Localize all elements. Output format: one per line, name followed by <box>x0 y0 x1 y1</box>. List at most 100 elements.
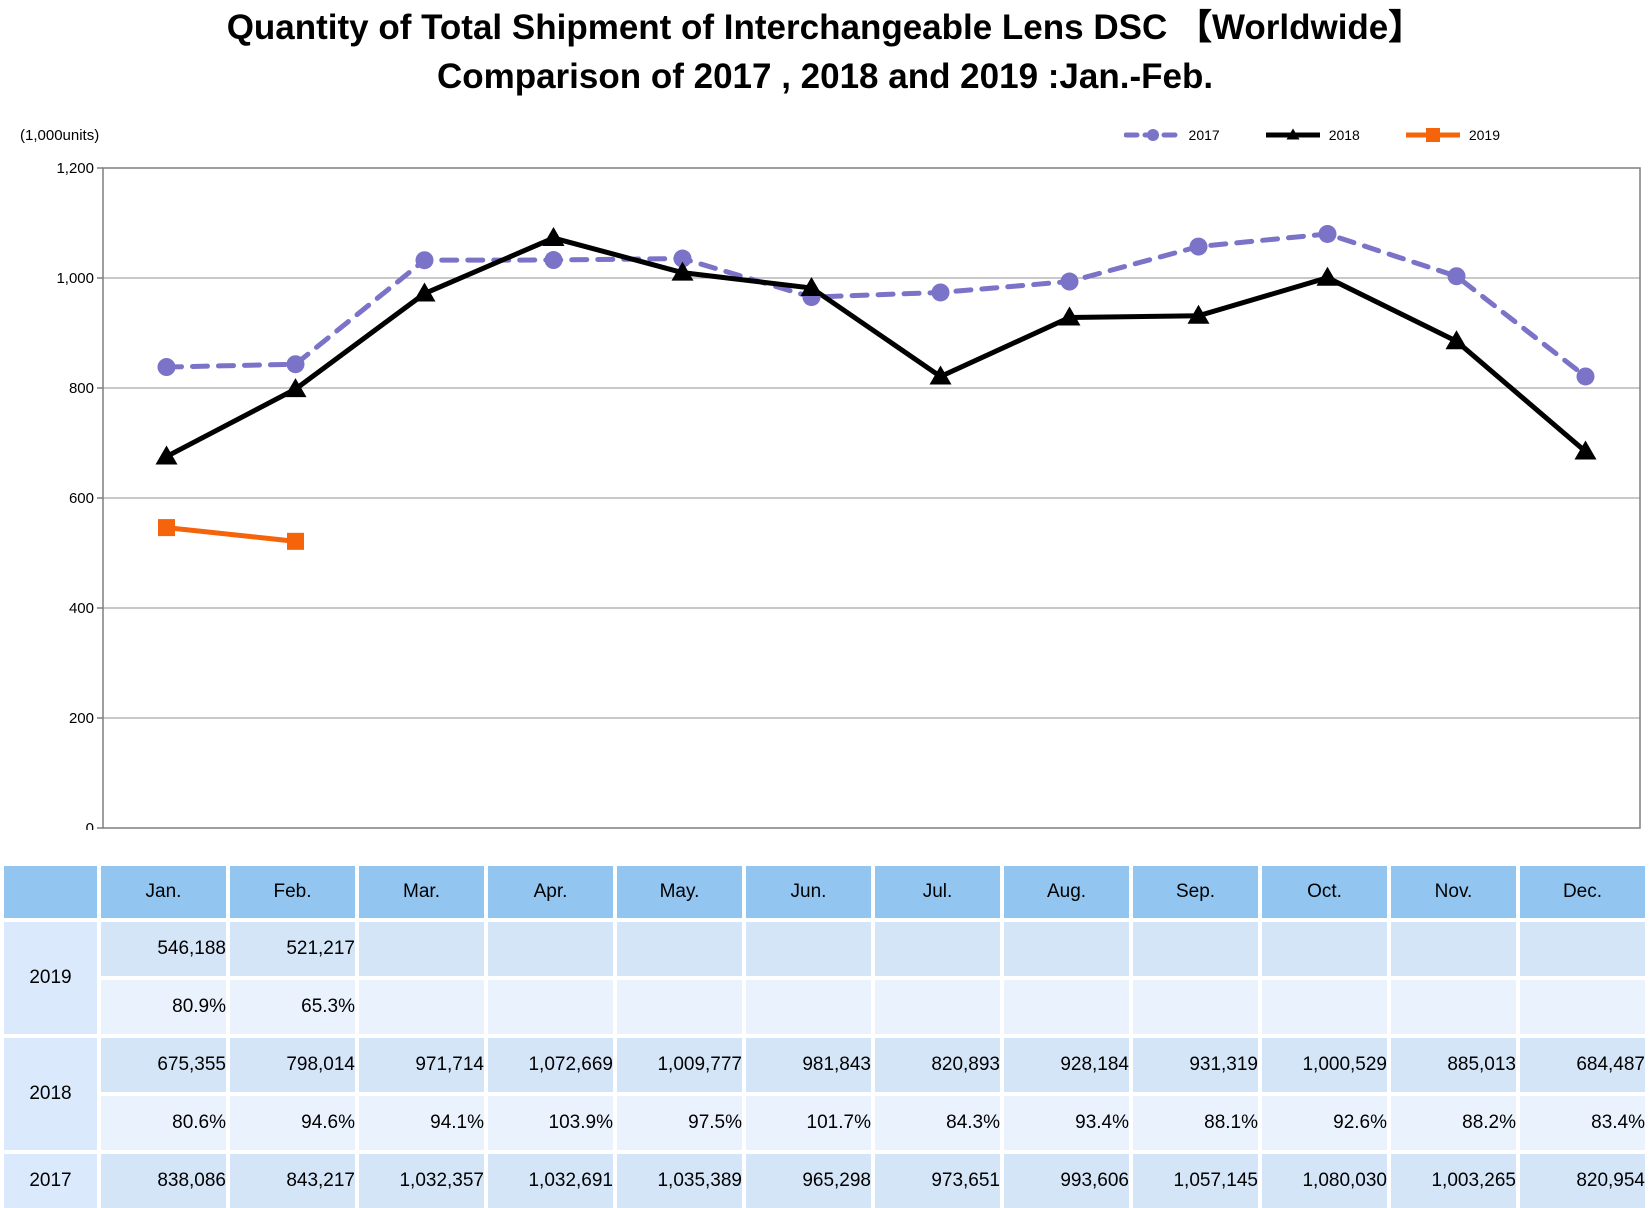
cell-2018-units-jul: 820,893 <box>875 1038 1000 1092</box>
month-header-jun: Jun. <box>746 866 871 918</box>
cell-2018-units-mar: 971,714 <box>359 1038 484 1092</box>
cell-2019-ratio-aug <box>1004 980 1129 1034</box>
cell-2019-units-jun <box>746 922 871 976</box>
cell-2019-units-dec <box>1520 922 1645 976</box>
cell-2018-units-nov: 885,013 <box>1391 1038 1516 1092</box>
legend-swatch-2019-line-square-icon <box>1405 128 1460 142</box>
cell-2018-units-sep: 931,319 <box>1133 1038 1258 1092</box>
cell-2019-ratio-may <box>617 980 742 1034</box>
cell-2017-units-mar: 1,032,357 <box>359 1154 484 1208</box>
cell-2019-units-jan: 546,188 <box>101 922 226 976</box>
year-label-2017: 2017 <box>4 1154 97 1208</box>
cell-2018-ratio-feb: 94.6% <box>230 1096 355 1150</box>
month-header-apr: Apr. <box>488 866 613 918</box>
table-corner-cell <box>4 866 97 918</box>
cell-2018-ratio-dec: 83.4% <box>1520 1096 1645 1150</box>
cell-2017-units-apr: 1,032,691 <box>488 1154 613 1208</box>
cell-2018-units-jun: 981,843 <box>746 1038 871 1092</box>
cell-2018-ratio-mar: 94.1% <box>359 1096 484 1150</box>
cell-2019-units-sep <box>1133 922 1258 976</box>
cell-2017-units-jul: 973,651 <box>875 1154 1000 1208</box>
cell-2019-units-oct <box>1262 922 1387 976</box>
cell-2017-units-oct: 1,080,030 <box>1262 1154 1387 1208</box>
cell-2017-units-jun: 965,298 <box>746 1154 871 1208</box>
cell-2019-ratio-jun <box>746 980 871 1034</box>
cell-2018-ratio-oct: 92.6% <box>1262 1096 1387 1150</box>
page-title: Quantity of Total Shipment of Interchang… <box>0 0 1650 101</box>
svg-text:600: 600 <box>69 490 94 507</box>
cell-2019-ratio-sep <box>1133 980 1258 1034</box>
cell-2019-units-may <box>617 922 742 976</box>
legend-item-2019: 2019 <box>1404 127 1500 143</box>
month-header-dec: Dec. <box>1520 866 1645 918</box>
legend-item-2018: 2018 <box>1264 127 1360 143</box>
cell-2018-units-aug: 928,184 <box>1004 1038 1129 1092</box>
cell-2017-units-jan: 838,086 <box>101 1154 226 1208</box>
legend-label-2018: 2018 <box>1328 127 1360 143</box>
cell-2019-ratio-jan: 80.9% <box>101 980 226 1034</box>
title-line-2: Comparison of 2017 , 2018 and 2019 :Jan.… <box>436 57 1214 96</box>
year-label-2018: 2018 <box>4 1038 97 1150</box>
month-header-may: May. <box>617 866 742 918</box>
month-header-sep: Sep. <box>1133 866 1258 918</box>
cell-2018-ratio-jun: 101.7% <box>746 1096 871 1150</box>
cell-2018-units-may: 1,009,777 <box>617 1038 742 1092</box>
month-header-jul: Jul. <box>875 866 1000 918</box>
month-header-jan: Jan. <box>101 866 226 918</box>
cell-2019-units-nov <box>1391 922 1516 976</box>
cell-2018-ratio-may: 97.5% <box>617 1096 742 1150</box>
cell-2017-units-feb: 843,217 <box>230 1154 355 1208</box>
cell-2018-ratio-jul: 84.3% <box>875 1096 1000 1150</box>
cell-2019-ratio-feb: 65.3% <box>230 980 355 1034</box>
legend-swatch-2018-line-triangle-icon <box>1265 128 1320 140</box>
month-header-mar: Mar. <box>359 866 484 918</box>
cell-2019-units-aug <box>1004 922 1129 976</box>
month-header-feb: Feb. <box>230 866 355 918</box>
y-axis-unit-label: (1,000units) <box>20 127 100 144</box>
cell-2018-units-apr: 1,072,669 <box>488 1038 613 1092</box>
month-header-oct: Oct. <box>1262 866 1387 918</box>
legend-label-2019: 2019 <box>1468 127 1500 143</box>
cell-2018-units-dec: 684,487 <box>1520 1038 1645 1092</box>
cell-2019-units-mar <box>359 922 484 976</box>
cell-2019-ratio-jul <box>875 980 1000 1034</box>
cell-2018-ratio-jan: 80.6% <box>101 1096 226 1150</box>
cell-2018-units-jan: 675,355 <box>101 1038 226 1092</box>
cell-2017-units-aug: 993,606 <box>1004 1154 1129 1208</box>
line-chart-plot: 0 200 400 600 800 1,000 1,200 <box>56 160 1641 830</box>
cell-2018-units-oct: 1,000,529 <box>1262 1038 1387 1092</box>
legend-item-2017: 2017 <box>1123 127 1220 143</box>
legend-swatch-2017-dashed-circle-icon <box>1123 129 1182 141</box>
svg-text:1,200: 1,200 <box>56 160 94 177</box>
svg-text:800: 800 <box>69 380 94 397</box>
cell-2019-ratio-oct <box>1262 980 1387 1034</box>
svg-text:0: 0 <box>86 820 94 830</box>
cell-2017-units-sep: 1,057,145 <box>1133 1154 1258 1208</box>
cell-2018-units-feb: 798,014 <box>230 1038 355 1092</box>
month-header-nov: Nov. <box>1391 866 1516 918</box>
cell-2019-ratio-apr <box>488 980 613 1034</box>
cell-2018-ratio-aug: 93.4% <box>1004 1096 1129 1150</box>
cell-2019-units-apr <box>488 922 613 976</box>
cell-2019-ratio-mar <box>359 980 484 1034</box>
svg-text:400: 400 <box>69 600 94 617</box>
shipment-data-table: Jan. Feb. Mar. Apr. May. Jun. Jul. Aug. Sep. Oct.… <box>0 862 1649 1208</box>
cell-2019-units-jul <box>875 922 1000 976</box>
cell-2019-ratio-nov <box>1391 980 1516 1034</box>
cell-2019-units-feb: 521,217 <box>230 922 355 976</box>
chart-legend: 2017 2018 2019 <box>1123 127 1500 143</box>
svg-text:200: 200 <box>69 710 94 727</box>
cell-2018-ratio-sep: 88.1% <box>1133 1096 1258 1150</box>
cell-2018-ratio-apr: 103.9% <box>488 1096 613 1150</box>
title-line-1: Quantity of Total Shipment of Interchang… <box>226 8 1424 47</box>
cell-2017-units-may: 1,035,389 <box>617 1154 742 1208</box>
cell-2017-units-nov: 1,003,265 <box>1391 1154 1516 1208</box>
month-header-aug: Aug. <box>1004 866 1129 918</box>
cell-2019-ratio-dec <box>1520 980 1645 1034</box>
cell-2017-units-dec: 820,954 <box>1520 1154 1645 1208</box>
svg-text:1,000: 1,000 <box>56 270 94 287</box>
year-label-2019: 2019 <box>4 922 97 1034</box>
legend-label-2017: 2017 <box>1188 127 1220 143</box>
cell-2018-ratio-nov: 88.2% <box>1391 1096 1516 1150</box>
